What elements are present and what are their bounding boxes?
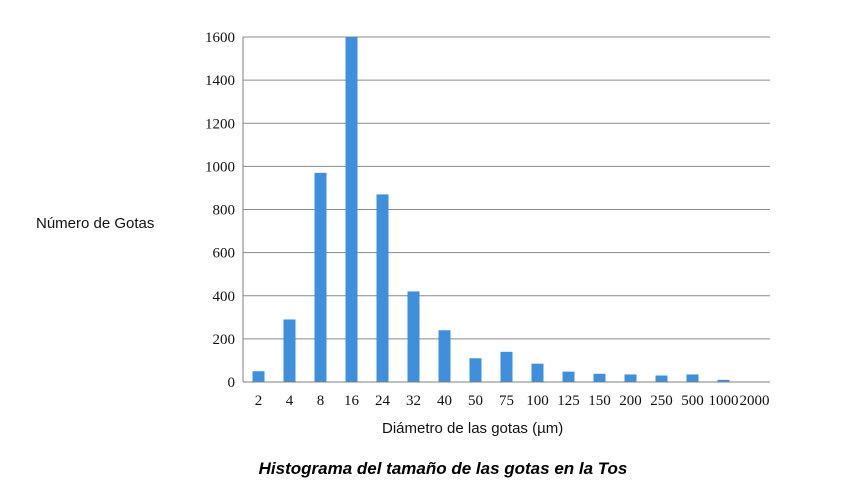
x-tick-label: 50 [468,393,483,409]
x-tick-label: 8 [317,393,325,409]
bar [562,371,575,382]
y-tick-label: 400 [213,289,236,305]
x-tick-label: 150 [588,393,611,409]
y-tick-label: 600 [213,246,236,262]
x-axis-title: Diámetro de las gotas (µm) [382,420,563,437]
bar [314,172,327,382]
x-tick-label: 4 [286,393,294,409]
bar [469,358,482,382]
y-axis-title: Número de Gotas [36,215,154,232]
x-tick-label: 24 [375,393,391,409]
chart-title: Histograma del tamaño de las gotas en la… [259,459,628,478]
bar [686,374,699,382]
bar [593,373,606,382]
grid-lines [243,36,770,340]
bar [345,37,358,382]
bar [376,194,389,382]
y-tick-label: 1600 [205,30,235,46]
y-tick-label: 1000 [205,159,235,175]
x-tick-label: 125 [557,393,580,409]
bar [624,374,637,382]
x-tick-labels: 2 4 8 16 24 32 40 50 75 100 125 150 200 250 500 1000 200… [255,393,770,409]
x-tick-label: 75 [499,393,514,409]
x-tick-label: 200 [619,393,642,409]
y-tick-labels: 0 200 400 600 800 1000 1200 1400 1600 [205,30,235,391]
y-tick-label: 800 [213,203,236,219]
y-tick-label: 0 [228,375,236,391]
x-tick-label: 2000 [740,393,770,409]
bar [252,371,265,382]
y-tick-label: 200 [213,332,236,348]
x-tick-label: 250 [650,393,673,409]
bars [252,37,730,382]
bar [283,319,296,382]
x-tick-label: 16 [344,393,360,409]
x-tick-label: 500 [681,393,704,409]
x-tick-label: 100 [526,393,549,409]
bar [438,330,451,382]
axes [242,37,770,383]
x-tick-label: 32 [406,393,421,409]
bar [407,291,420,382]
x-tick-label: 40 [437,393,452,409]
x-tick-label: 1000 [709,393,739,409]
y-tick-label: 1400 [205,73,235,89]
bar [717,379,730,382]
x-tick-label: 2 [255,393,263,409]
y-tick-label: 1200 [205,116,235,132]
bar [655,375,668,382]
bar [500,351,513,382]
bar [531,363,544,382]
